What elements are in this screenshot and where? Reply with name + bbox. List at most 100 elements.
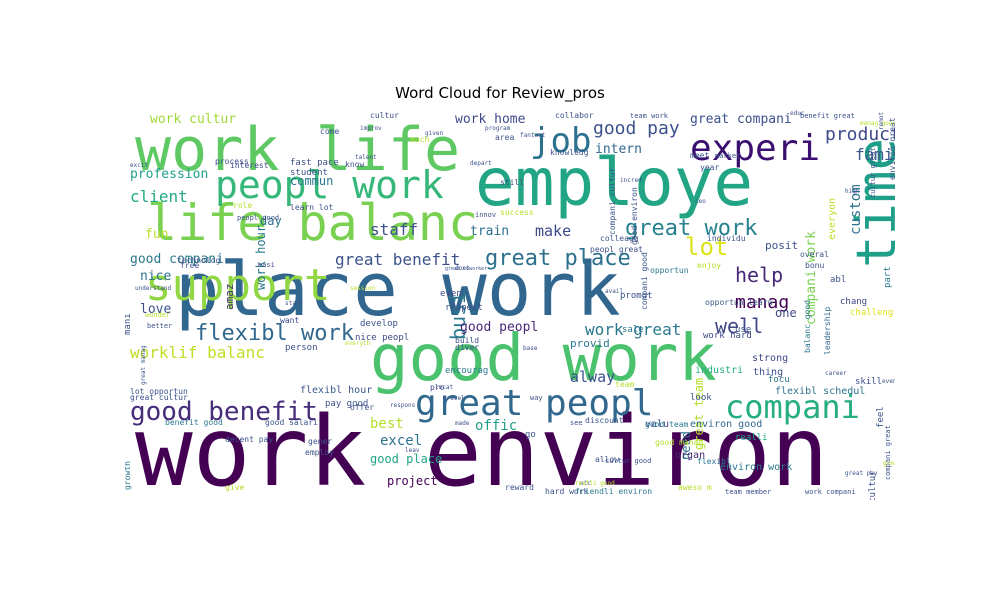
word-chang: chang — [840, 297, 867, 307]
word-good-peopl: good peopl — [460, 320, 538, 335]
word-fantast: fantast — [520, 132, 546, 139]
word-work-cultur: work cultur — [150, 112, 236, 127]
word-good-manag: good manag — [655, 438, 703, 447]
word-feel: feel — [876, 406, 886, 428]
word-decent-pay: decent pay — [225, 435, 273, 444]
word-gener: gener — [308, 437, 332, 446]
word-great-peopl: great peopl — [415, 383, 653, 424]
word-great-manag: great manag — [140, 345, 147, 385]
word-lot-opportun: lot opportun — [130, 387, 188, 396]
word-dont: dont — [455, 265, 470, 272]
word-work-home: work home — [455, 112, 526, 127]
word-student: student — [290, 168, 328, 178]
word-great-compani: great compani — [690, 112, 792, 127]
word-environ-work: environ work — [720, 462, 792, 473]
word-realli-good: realli good — [575, 480, 615, 487]
word-great-team: great team — [692, 378, 706, 450]
word-time: time — [845, 138, 895, 268]
word-part: part — [883, 266, 893, 288]
word-allow: allow — [595, 455, 619, 464]
word-overal: overal — [800, 250, 829, 259]
word-excel: excel — [380, 433, 422, 449]
word-make: make — [535, 222, 571, 240]
word-peopl-great: peopl great — [590, 245, 643, 254]
word-flexibl: flexibl — [697, 457, 731, 466]
word-free: free — [180, 261, 199, 270]
word-base: base — [523, 345, 538, 352]
word-given: given — [425, 130, 443, 137]
word-good-team: good team — [645, 420, 689, 429]
word-project: project — [387, 474, 438, 488]
word-cultur: cultur — [370, 111, 399, 120]
word-market: market — [715, 152, 740, 160]
word-person: person — [285, 343, 318, 353]
word-help: help — [735, 263, 783, 287]
word-discount: discount — [585, 416, 624, 425]
word-job: job — [530, 121, 591, 161]
word-much: much — [410, 135, 429, 144]
word-organ: organ — [675, 450, 705, 461]
word-great-pay: great pay — [845, 470, 878, 477]
word-life-balanc: life balanc — [147, 194, 478, 252]
word-program: program — [485, 125, 511, 132]
word-role: role — [233, 201, 252, 210]
word-team: team — [615, 380, 634, 389]
word-work-environ: work environ — [135, 396, 829, 500]
word-use: use — [735, 325, 751, 335]
word-cultur-great: cultur great — [869, 147, 877, 198]
word-innov: innov — [475, 211, 496, 219]
word-come: come — [320, 127, 339, 136]
word-nice-peopl: nice peopl — [355, 333, 409, 343]
word-great-cultur: great cultur — [130, 393, 188, 402]
word-opportun-learn: opportun learn — [705, 298, 773, 307]
word-hard-work: hard work — [545, 487, 589, 496]
word-mani: mani — [125, 313, 133, 335]
word-good-work: good work — [370, 322, 717, 396]
word-posit: posit — [765, 239, 798, 252]
word-session: session — [350, 285, 376, 292]
word-ceo: ceo — [695, 198, 706, 205]
word-realli: realli — [735, 433, 768, 443]
word-good-benefit: good benefit — [130, 397, 318, 427]
word-client: client — [130, 187, 188, 206]
word-flexibl-schedul: flexibl schedul — [775, 386, 865, 397]
word-learn-lot: learn lot — [290, 203, 334, 212]
word-benefit-great: benefit great — [800, 112, 855, 120]
word-custom: custom — [848, 184, 864, 235]
word-look: look — [690, 393, 712, 403]
word-incred: incred — [620, 177, 642, 184]
word-benefit-good: benefit good — [165, 418, 223, 427]
word-improv: improv — [360, 125, 382, 132]
word-compani-good: compani good — [640, 252, 649, 310]
word-leav: leav — [405, 447, 420, 454]
word-good-salari: good salari — [265, 418, 318, 427]
word-good-pay: good pay — [593, 118, 680, 139]
word-meet: meet — [690, 151, 709, 160]
word-employe: employe — [475, 144, 753, 221]
word-good-cultur: good cultur — [868, 470, 878, 500]
word-etc: etc — [580, 480, 591, 487]
word-knowledg: knowledg — [550, 148, 589, 157]
word-best: best — [370, 416, 404, 432]
word-support: support — [145, 260, 330, 311]
word-work-hard: work hard — [703, 331, 752, 341]
word-friendli-environ: friendli environ — [575, 487, 652, 496]
word-know: know — [345, 160, 364, 169]
word-career: career — [825, 370, 847, 377]
word-challeng: challeng — [850, 308, 893, 318]
word-work-hour: work hour — [254, 225, 268, 290]
word-environ-great: environ great — [888, 117, 895, 180]
word-way: way — [530, 394, 543, 402]
word-educ: educ — [790, 110, 805, 117]
word-work-great: work great — [585, 320, 681, 339]
word-intern: intern — [595, 142, 642, 157]
word-offer: offer — [350, 403, 374, 412]
word-locat: locat — [435, 384, 453, 391]
word-pro: pro — [430, 383, 445, 392]
word-still: still — [500, 178, 524, 187]
word-train: train — [470, 224, 509, 239]
word-great-coworker: great coworker — [445, 266, 487, 272]
word-commun: commun — [290, 174, 333, 188]
word-provid: provid — [570, 337, 610, 350]
